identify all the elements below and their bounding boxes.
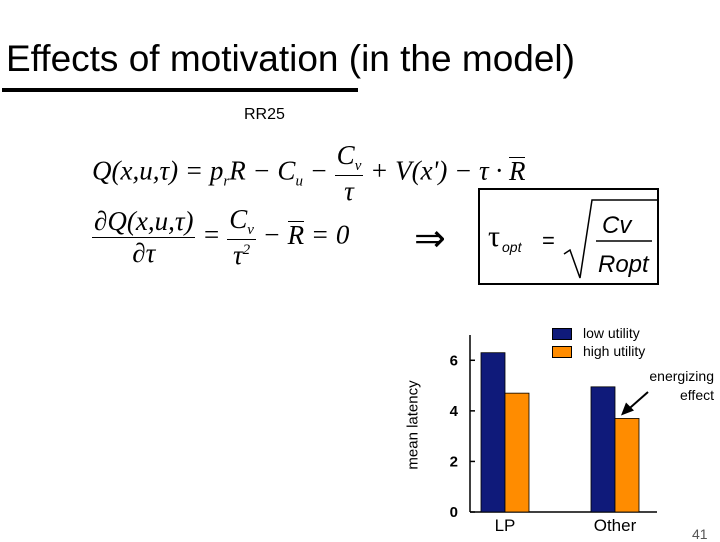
frac-tau: τ	[344, 176, 354, 206]
avg-reward-R: R	[508, 155, 526, 186]
cv-over-tau-fraction: Cv τ	[334, 140, 364, 207]
optimal-tau-formula: τ opt = Cv Ropt	[488, 199, 658, 279]
sqrt-sign	[563, 199, 658, 279]
citation-label: RR25	[244, 106, 285, 123]
annotation-line-1: energizing	[649, 368, 714, 384]
x-category-label: LP	[495, 516, 516, 535]
opt-eq-sign: =	[542, 228, 555, 253]
y-tick-label: 2	[450, 453, 458, 470]
derivative-equation: ∂Q(x,u,τ) ∂τ = Cv τ2 − R = 0	[92, 204, 349, 271]
q-lhs: Q(x,u,τ) = p	[92, 155, 224, 186]
legend-swatch-low	[552, 328, 572, 340]
cv-sub: v	[354, 158, 362, 174]
d-den: ∂τ	[132, 238, 156, 268]
cv2-C: C	[229, 204, 248, 234]
opt-den: Ropt	[598, 251, 650, 278]
annotation-arrow-head	[621, 402, 634, 416]
energizing-annotation: energizing effect	[606, 367, 714, 405]
d-end: = 0	[304, 219, 350, 250]
cv-C: C	[336, 140, 355, 170]
legend-label-low: low utility	[583, 325, 640, 341]
optimal-tau-box: τ opt = Cv Ropt	[478, 188, 659, 285]
bar-low-utility-other	[590, 386, 616, 513]
bar-high-utility-lp	[504, 392, 530, 513]
q-tail: + V(x') − τ ·	[363, 155, 509, 186]
d-num: ∂Q(x,u,τ)	[92, 206, 196, 238]
tau-sq: 2	[242, 242, 251, 258]
cv2-sub: v	[247, 222, 254, 238]
opt-tau-symbol: τ	[488, 220, 500, 253]
opt-num: Cv	[602, 212, 633, 239]
d-eq: =	[195, 219, 228, 250]
y-tick-label: 0	[450, 504, 458, 521]
q-R: R − C	[229, 155, 296, 186]
avg-reward-R-2: R	[287, 219, 305, 250]
bar-low-utility-lp	[480, 352, 506, 513]
y-tick-label: 6	[450, 352, 458, 369]
q-minus: −	[302, 155, 335, 186]
legend-label-high: high utility	[583, 343, 646, 359]
opt-tau-sub: opt	[502, 239, 523, 255]
slide-title: Effects of motivation (in the model)	[6, 38, 575, 79]
implies-arrow: ⇒	[414, 216, 446, 260]
annotation-line-2: effect	[680, 387, 714, 403]
cv-over-tau-sq-fraction: Cv τ2	[227, 204, 256, 271]
d-tau: τ	[232, 240, 243, 270]
q-sub-r: r	[223, 173, 230, 190]
q-value-equation: Q(x,u,τ) = prR − Cu − Cv τ + V(x') − τ ·…	[92, 140, 526, 207]
d-tail: −	[255, 219, 288, 250]
page-number: 41	[692, 526, 708, 542]
bar-high-utility-other	[614, 418, 640, 513]
derivative-fraction: ∂Q(x,u,τ) ∂τ	[92, 206, 196, 269]
legend-swatch-high	[552, 346, 572, 358]
x-category-label: Other	[594, 516, 637, 535]
title-underline	[2, 88, 358, 92]
q-sub-u: u	[295, 173, 303, 190]
y-tick-label: 4	[450, 403, 459, 420]
